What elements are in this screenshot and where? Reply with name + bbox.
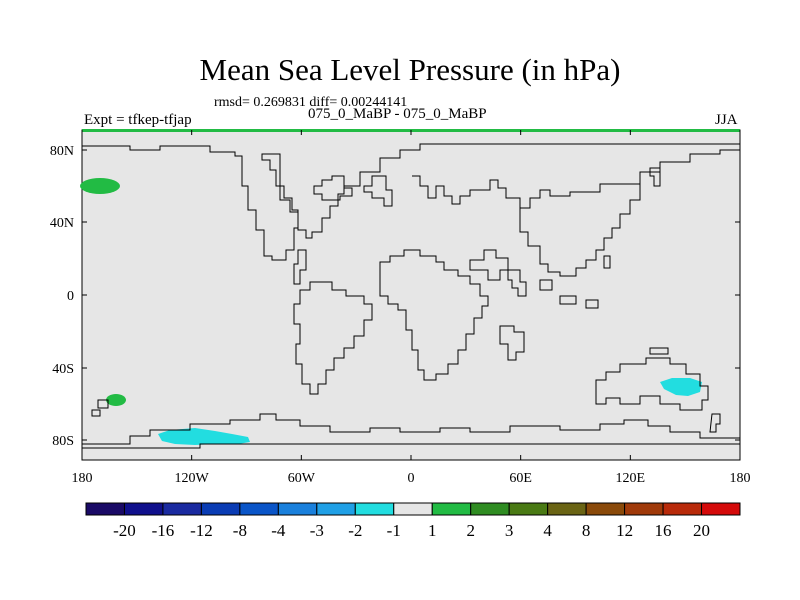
- colorbar-label: 12: [616, 521, 633, 540]
- colorbar-swatch: [85, 502, 125, 516]
- tasman-negative-patch: [660, 378, 702, 396]
- colorbar-swatch: [123, 502, 164, 516]
- australia-coast: [595, 357, 709, 411]
- colorbar-label: -12: [190, 521, 213, 540]
- colorbar-label: -20: [113, 521, 136, 540]
- colorbar-swatch: [431, 502, 472, 516]
- lat-tick-label: 40N: [50, 216, 74, 231]
- colorbar: [85, 502, 741, 516]
- colorbar-swatch: [662, 502, 703, 516]
- south-pacific-positive-patch: [106, 394, 126, 406]
- lat-tick-label: 40S: [52, 362, 74, 377]
- colorbar-swatch: [393, 502, 433, 516]
- antarctic-negative-patch: [158, 428, 250, 445]
- colorbar-swatch: [624, 502, 664, 516]
- lon-tick-label: 180: [730, 471, 751, 486]
- scandinavia-coast: [363, 175, 393, 207]
- colorbar-label: 16: [655, 521, 672, 540]
- stats-line: rmsd= 0.269831 diff= 0.00244141: [214, 95, 408, 110]
- colorbar-label: -3: [310, 521, 324, 540]
- colorbar-label: 8: [582, 521, 591, 540]
- europe-coast: [313, 175, 353, 201]
- season-label: JJA: [715, 112, 738, 128]
- eurasia-coast: [412, 149, 740, 209]
- lon-tick-label: 120W: [175, 471, 210, 486]
- colorbar-label: -1: [387, 521, 401, 540]
- pacific-islands: [91, 399, 109, 417]
- colorbar-swatch: [239, 502, 279, 516]
- antarctica-coast: [82, 413, 740, 445]
- colorbar-swatch: [316, 502, 356, 516]
- kamchatka-coast: [649, 167, 661, 187]
- colorbar-label: 3: [505, 521, 514, 540]
- lat-tick-label: 80S: [52, 434, 74, 449]
- south-america-coast: [293, 281, 373, 395]
- lon-tick-label: 60E: [509, 471, 532, 486]
- coastlines: [82, 143, 740, 449]
- colorbar-label: -4: [271, 521, 286, 540]
- new-zealand-coast: [709, 413, 721, 433]
- colorbar-swatch: [200, 502, 241, 516]
- subtitle: 075_0_MaBP - 075_0_MaBP: [308, 106, 487, 122]
- colorbar-label: 4: [543, 521, 552, 540]
- lat-tick-label: 0: [67, 289, 74, 304]
- east-asia-coast: [519, 184, 641, 277]
- africa-coast: [379, 249, 489, 381]
- lon-tick-label: 120E: [616, 471, 646, 486]
- colorbar-label: 1: [428, 521, 437, 540]
- antarctic-inland: [82, 443, 740, 449]
- colorbar-swatch: [508, 502, 549, 516]
- central-america-coast: [293, 249, 307, 285]
- colorbar-label: 2: [466, 521, 475, 540]
- colorbar-swatch: [470, 502, 510, 516]
- colorbar-swatch: [354, 502, 395, 516]
- lon-tick-label: 180: [72, 471, 93, 486]
- colorbar-label: -8: [233, 521, 247, 540]
- colorbar-swatch: [162, 502, 202, 516]
- lon-tick-label: 60W: [288, 471, 316, 486]
- lon-tick-label: 0: [408, 471, 415, 486]
- japan-coast: [603, 255, 611, 269]
- india-coast: [507, 269, 527, 297]
- colorbar-swatch: [547, 502, 587, 516]
- colorbar-swatch: [701, 502, 741, 516]
- new-guinea-coast: [649, 347, 669, 355]
- colorbar-swatch: [585, 502, 626, 516]
- colorbar-label: -2: [348, 521, 362, 540]
- chart-title: Mean Sea Level Pressure (in hPa): [199, 52, 621, 87]
- north-atlantic-positive-patch: [80, 178, 120, 194]
- colorbar-label: 20: [693, 521, 710, 540]
- north-america-coast: [82, 143, 740, 261]
- madagascar-coast: [499, 325, 525, 361]
- experiment-label: Expt = tfkep-tfjap: [84, 112, 192, 128]
- se-asia-islands: [539, 279, 599, 309]
- colorbar-swatch: [277, 502, 318, 516]
- colorbar-label: -16: [152, 521, 175, 540]
- map-background: [81, 129, 741, 461]
- lat-tick-label: 80N: [50, 144, 74, 159]
